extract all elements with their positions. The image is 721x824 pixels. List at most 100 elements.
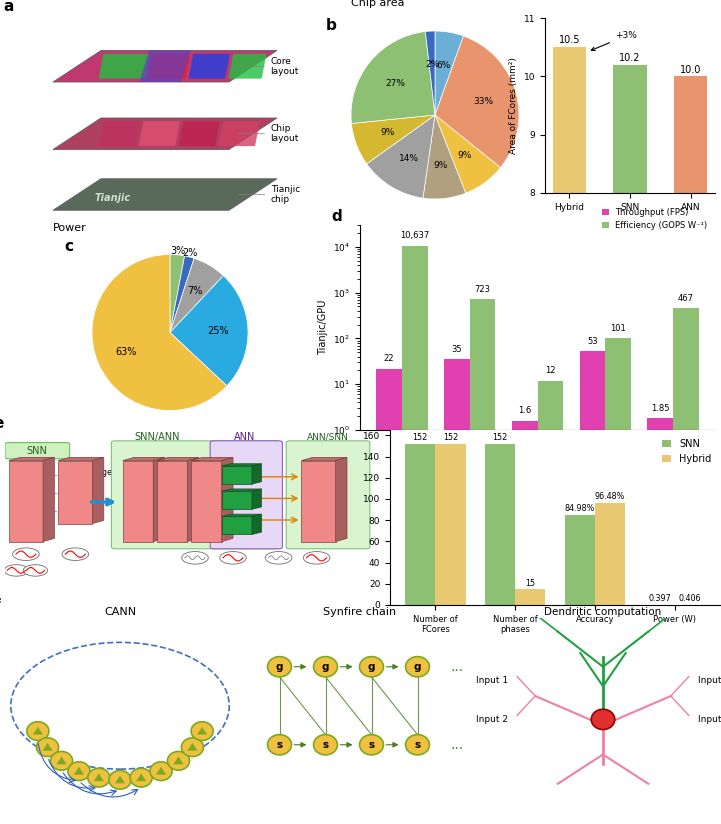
Circle shape [267,657,291,677]
Circle shape [405,735,430,755]
Text: Tianjic: Tianjic [94,194,131,204]
Circle shape [109,770,131,789]
Polygon shape [123,457,164,461]
Text: a: a [4,0,14,14]
Text: 33%: 33% [474,97,494,105]
Polygon shape [221,517,252,535]
Wedge shape [435,115,500,193]
Legend: SNN, Hybrid: SNN, Hybrid [658,435,715,467]
Text: 15: 15 [525,578,535,588]
Bar [673,308,699,824]
Bar [537,381,563,824]
Polygon shape [191,457,233,461]
Polygon shape [94,774,104,781]
Polygon shape [157,457,199,461]
Title: CANN: CANN [104,607,136,617]
Text: Input 2: Input 2 [476,715,508,724]
Wedge shape [351,115,435,164]
Wedge shape [351,31,435,124]
Bar [553,47,586,660]
FancyBboxPatch shape [286,441,370,549]
Text: 10.0: 10.0 [680,64,702,75]
Text: 9%: 9% [433,161,448,170]
FancyBboxPatch shape [211,441,283,549]
Title: Synfire chain: Synfire chain [324,607,397,617]
Circle shape [88,768,110,787]
Wedge shape [425,31,435,115]
Polygon shape [187,743,198,751]
Wedge shape [170,276,248,386]
Text: 96.48%: 96.48% [595,492,625,501]
Bar [606,338,631,824]
Text: SNN/ANN: SNN/ANN [134,433,180,442]
Text: 25%: 25% [208,326,229,336]
Text: s: s [276,740,283,750]
Polygon shape [301,461,335,541]
Y-axis label: Area of FCores (mm²): Area of FCores (mm²) [509,57,518,154]
Bar [376,368,402,824]
Bar [402,246,428,824]
Polygon shape [138,121,180,146]
Polygon shape [153,457,164,541]
Polygon shape [221,514,262,517]
Text: b: b [326,18,337,34]
Circle shape [360,657,384,677]
Polygon shape [221,466,252,484]
Polygon shape [149,54,190,78]
Circle shape [27,722,49,741]
Polygon shape [335,457,347,541]
Polygon shape [252,464,262,484]
Text: Input 3: Input 3 [698,715,721,724]
Text: 84.98%: 84.98% [565,504,595,513]
Polygon shape [218,121,260,146]
Text: 14%: 14% [399,153,419,162]
Circle shape [304,551,330,564]
Bar [512,421,537,824]
Polygon shape [188,54,230,78]
Polygon shape [92,457,104,523]
Polygon shape [174,756,184,765]
Text: 723: 723 [474,285,490,294]
Wedge shape [170,255,185,333]
Bar [485,444,515,605]
Bar [469,299,495,824]
Polygon shape [33,727,43,735]
Bar [580,351,606,824]
Text: +3%: +3% [591,31,637,50]
Text: 7%: 7% [187,286,203,296]
Polygon shape [9,461,43,541]
Circle shape [220,551,247,564]
Polygon shape [58,457,104,461]
Text: d: d [332,208,342,223]
Text: g: g [368,662,375,672]
Circle shape [4,564,29,576]
Circle shape [314,657,337,677]
Title: Dendritic computation: Dendritic computation [544,607,662,617]
Polygon shape [123,461,153,541]
Circle shape [50,751,73,770]
Text: Input 4: Input 4 [698,676,721,685]
Polygon shape [156,767,166,775]
Wedge shape [170,256,194,333]
Wedge shape [170,258,224,333]
Text: 27%: 27% [386,79,406,88]
Polygon shape [301,457,347,461]
Text: 2%: 2% [425,60,439,69]
Circle shape [267,735,291,755]
Polygon shape [187,457,199,541]
Text: Chip
layout: Chip layout [270,124,299,143]
Text: SNN: SNN [27,446,48,456]
Text: s: s [322,740,329,750]
Bar [595,503,625,605]
Text: 10,637: 10,637 [400,232,430,241]
Circle shape [314,735,337,755]
Text: ANN: ANN [234,433,255,442]
Circle shape [265,551,292,564]
FancyBboxPatch shape [112,441,278,549]
Polygon shape [53,50,277,82]
Bar [444,359,469,824]
Circle shape [150,762,172,780]
Text: Core
layout: Core layout [270,57,299,76]
Circle shape [191,722,213,741]
Text: 2%: 2% [182,248,198,258]
